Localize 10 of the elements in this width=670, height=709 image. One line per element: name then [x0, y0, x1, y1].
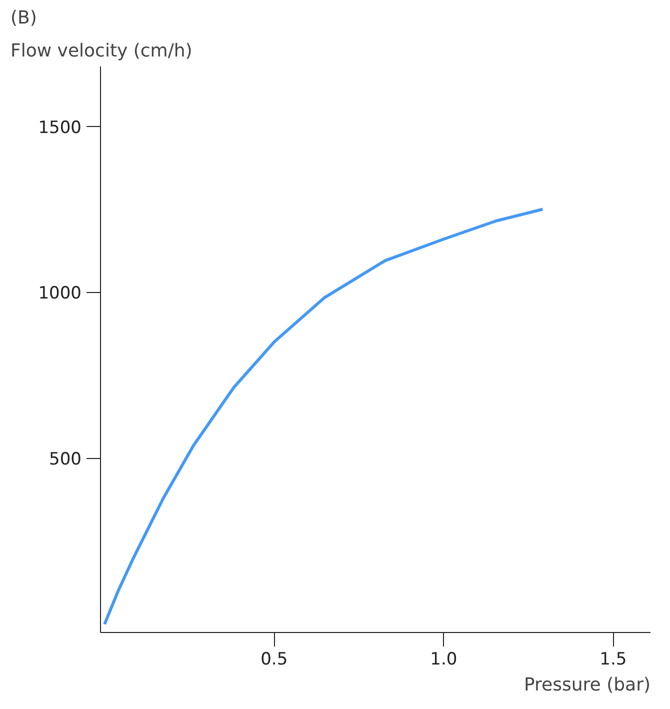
x-axis-title: Pressure (bar)	[524, 674, 650, 696]
y-tick-label: 1500	[38, 118, 82, 138]
y-tick-label: 1000	[38, 284, 82, 304]
x-tick-label: 1.5	[600, 650, 627, 670]
y-axis-title: Flow velocity (cm/h)	[10, 40, 192, 62]
chart-title: (B)	[10, 8, 37, 28]
y-tick-label: 500	[49, 450, 82, 470]
x-tick-label: 0.5	[260, 650, 288, 670]
line-series	[103, 208, 544, 626]
x-tick-label: 1.0	[430, 650, 458, 670]
